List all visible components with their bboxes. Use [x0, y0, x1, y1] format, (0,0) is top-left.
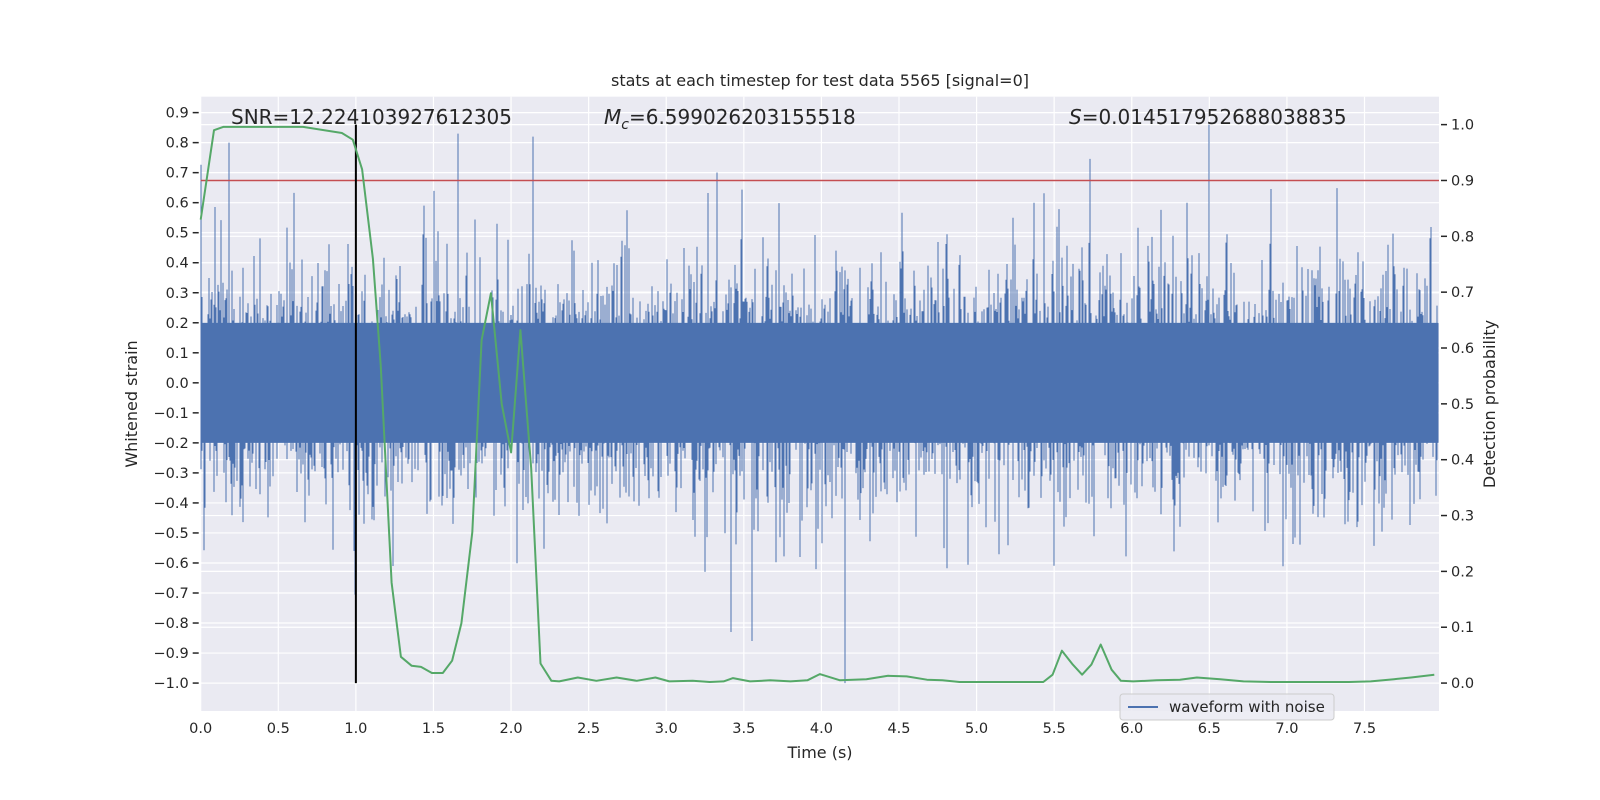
- chirp-mass-annotation: Mc=6.599026203155518: [604, 105, 856, 133]
- right-tick-label: 0.3: [1451, 509, 1474, 525]
- left-tick-label: 0.1: [166, 346, 189, 362]
- x-tick-label: 6.0: [1120, 721, 1143, 737]
- x-axis-label: Time (s): [786, 743, 852, 762]
- left-tick-label: 0.7: [166, 166, 189, 182]
- right-tick-label: 0.7: [1451, 285, 1474, 301]
- left-tick-label: −0.2: [153, 436, 188, 452]
- right-tick-label: 1.0: [1451, 118, 1474, 134]
- waveform-line: [200, 124, 1439, 684]
- x-axis-ticks: 0.0 0.5 1.0 1.5 2.0 2.5 3.0 3.5 4.0 4.5 5.0 5.5 6.0 6…: [189, 721, 1376, 737]
- left-tick-label: 0.5: [166, 226, 189, 242]
- left-tick-label: 0.9: [166, 106, 189, 122]
- left-tick-label: −0.5: [153, 526, 188, 542]
- left-tick-label: −0.4: [153, 496, 188, 512]
- right-axis-label: Detection probability: [1480, 320, 1499, 488]
- x-tick-label: 6.5: [1198, 721, 1221, 737]
- right-tick-label: 0.1: [1451, 620, 1474, 636]
- x-tick-label: 2.0: [500, 721, 523, 737]
- x-tick-label: 7.5: [1353, 721, 1376, 737]
- x-tick-label: 3.0: [655, 721, 678, 737]
- mc-value: =6.599026203155518: [629, 105, 856, 129]
- legend-label-waveform: waveform with noise: [1169, 698, 1325, 716]
- x-tick-label: 7.0: [1275, 721, 1298, 737]
- right-tick-label: 0.4: [1451, 453, 1474, 469]
- left-tick-label: −1.0: [153, 676, 188, 692]
- left-tick-label: −0.6: [153, 556, 188, 572]
- left-tick-label: 0.4: [166, 256, 189, 272]
- x-tick-label: 5.5: [1043, 721, 1066, 737]
- left-tick-label: 0.6: [166, 196, 189, 212]
- x-tick-label: 5.0: [965, 721, 988, 737]
- left-tick-label: 0.2: [166, 316, 189, 332]
- s-value: =0.014517952688038835: [1082, 105, 1347, 129]
- left-tick-label: 0.0: [166, 376, 189, 392]
- s-symbol: S: [1069, 105, 1082, 129]
- left-tick-label: −0.7: [153, 586, 188, 602]
- legend-box: [1119, 693, 1335, 721]
- x-tick-label: 0.0: [189, 721, 212, 737]
- mc-symbol: M: [604, 105, 621, 129]
- left-tick-label: 0.3: [166, 286, 189, 302]
- right-tick-label: 0.0: [1451, 676, 1474, 692]
- left-tick-label: −0.8: [153, 616, 188, 632]
- x-tick-label: 2.5: [577, 721, 600, 737]
- left-tick-label: 0.8: [166, 136, 189, 152]
- right-axis-ticks: 1.0 0.9 0.8 0.7 0.6 0.5 0.4 0.3 0.2 0.1 0.0: [1441, 118, 1474, 692]
- probability-line: [199, 125, 1435, 683]
- mc-subscript: c: [621, 117, 629, 133]
- left-tick-label: −0.1: [153, 406, 188, 422]
- left-tick-label: −0.3: [153, 466, 188, 482]
- right-tick-label: 0.2: [1451, 564, 1474, 580]
- x-tick-label: 3.5: [732, 721, 755, 737]
- right-tick-label: 0.5: [1451, 397, 1474, 413]
- left-tick-label: −0.9: [153, 646, 188, 662]
- x-tick-label: 4.0: [810, 721, 833, 737]
- right-tick-label: 0.9: [1451, 173, 1474, 189]
- x-tick-label: 1.5: [422, 721, 445, 737]
- left-axis-label: Whitened strain: [122, 340, 141, 467]
- x-tick-label: 1.0: [344, 721, 367, 737]
- right-tick-label: 0.8: [1451, 229, 1474, 245]
- left-axis-ticks: 0.9 0.8 0.7 0.6 0.5 0.4 0.3 0.2 0.1 0.0 −0.1 −0.2 −0…: [153, 106, 199, 692]
- legend: waveform with noise: [1119, 693, 1335, 721]
- x-tick-label: 4.5: [887, 721, 910, 737]
- x-tick-label: 0.5: [267, 721, 290, 737]
- right-tick-label: 0.6: [1451, 341, 1474, 357]
- snr-annotation: SNR=12.224103927612305: [231, 105, 512, 129]
- s-annotation: S=0.014517952688038835: [1069, 105, 1347, 129]
- chart-title: stats at each timestep for test data 556…: [611, 71, 1029, 90]
